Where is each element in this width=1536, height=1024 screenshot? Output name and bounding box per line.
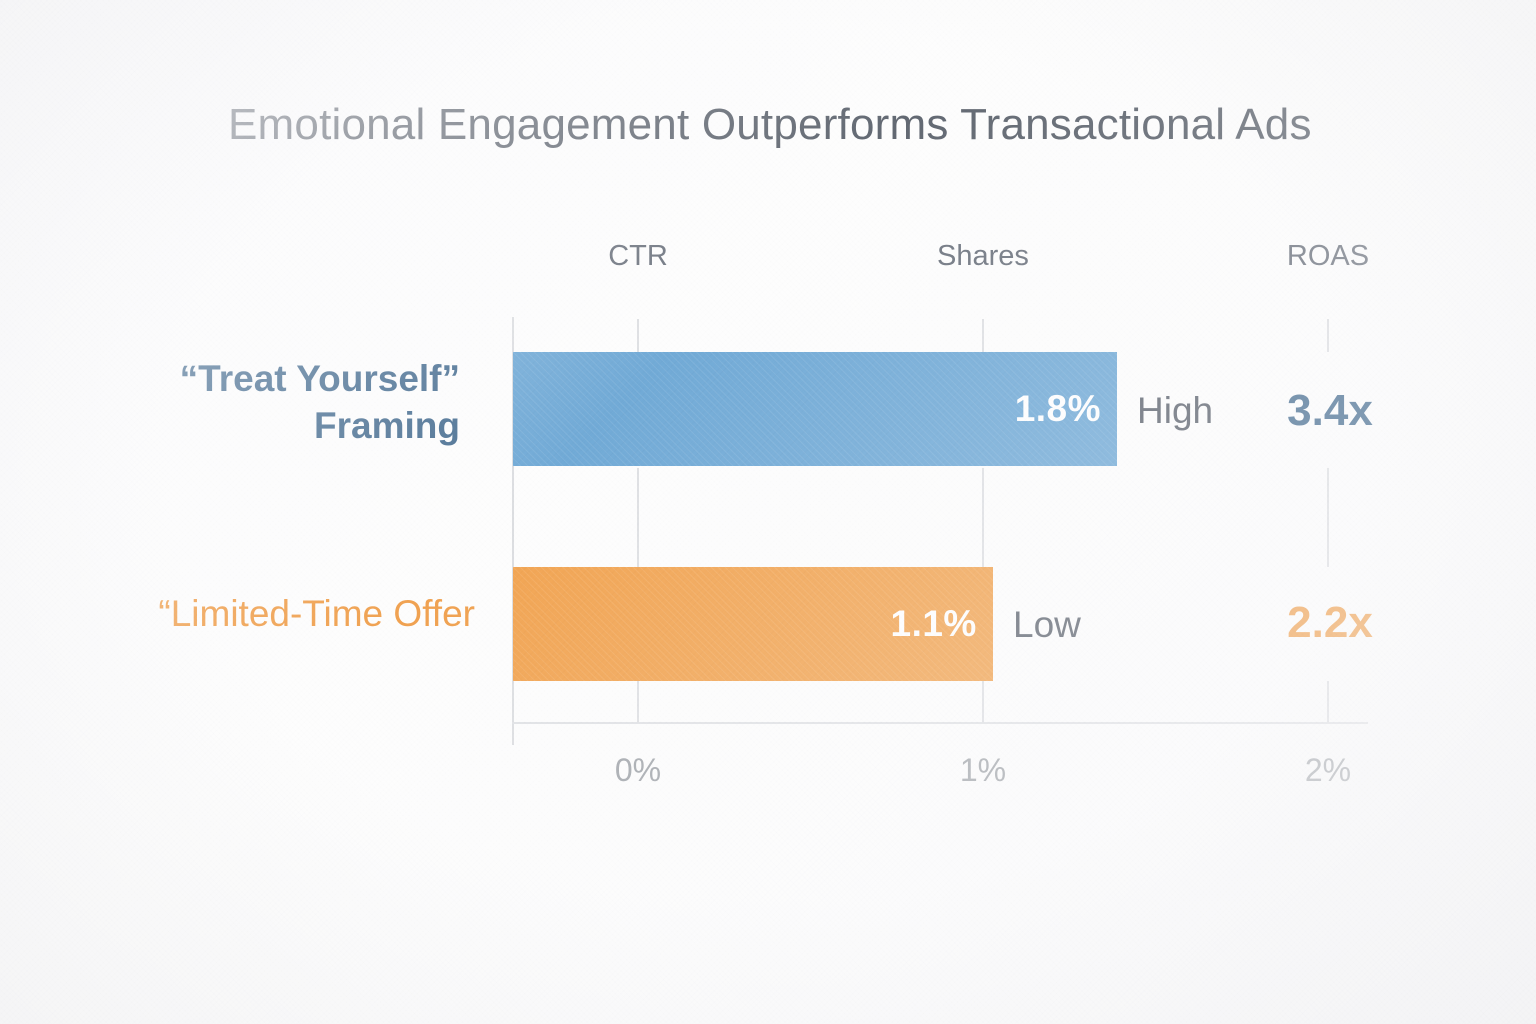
bar-value-label-ctr-treat-yourself: 1.8% xyxy=(1014,388,1102,429)
x-tick-label-0: 0% xyxy=(614,752,662,788)
gridline-1pct-top xyxy=(982,319,984,352)
gridline-0pct-bottom xyxy=(637,681,639,722)
row-label-limited-time-offer: “Limited-Time Offer xyxy=(10,593,475,635)
gridline-2pct-bottom xyxy=(1327,681,1329,722)
bar-texture xyxy=(513,567,993,681)
y-axis-line xyxy=(512,317,514,745)
bar-ctr-limited-time-offer[interactable]: 1.1% xyxy=(513,567,993,681)
gridline-0pct-top xyxy=(637,319,639,352)
x-tick-label-2: 2% xyxy=(1304,752,1352,788)
gridline-2pct-top xyxy=(1327,319,1329,352)
column-header-roas: ROAS xyxy=(1286,240,1370,272)
column-header-shares: Shares xyxy=(937,240,1029,272)
x-tick-label-1: 1% xyxy=(959,752,1007,788)
row-label-treat-yourself: “Treat Yourself” Framing xyxy=(60,355,460,450)
row-label-line-2: Framing xyxy=(314,405,460,447)
gridline-0pct-mid xyxy=(637,468,639,567)
x-axis-line xyxy=(512,722,1368,724)
gridline-2pct-mid xyxy=(1327,468,1329,567)
gridline-1pct-bottom xyxy=(982,681,984,722)
shares-value-treat-yourself: High xyxy=(1137,390,1214,431)
bar-ctr-treat-yourself[interactable]: 1.8% xyxy=(513,352,1118,466)
shares-value-limited-time-offer: Low xyxy=(1013,604,1081,645)
roas-value-treat-yourself: 3.4x xyxy=(1287,386,1373,435)
column-header-ctr: CTR xyxy=(608,240,668,272)
roas-value-limited-time-offer: 2.2x xyxy=(1287,598,1373,647)
row-label-line-1: “Treat Yourself” xyxy=(179,358,460,399)
chart-title: Emotional Engagement Outperforms Transac… xyxy=(228,100,1312,149)
row-label-line-1: “Limited-Time Offer xyxy=(158,593,475,634)
bar-value-label-ctr-limited-time-offer: 1.1% xyxy=(890,603,977,644)
gridline-1pct-mid xyxy=(982,468,984,567)
bar-texture xyxy=(513,352,1118,466)
